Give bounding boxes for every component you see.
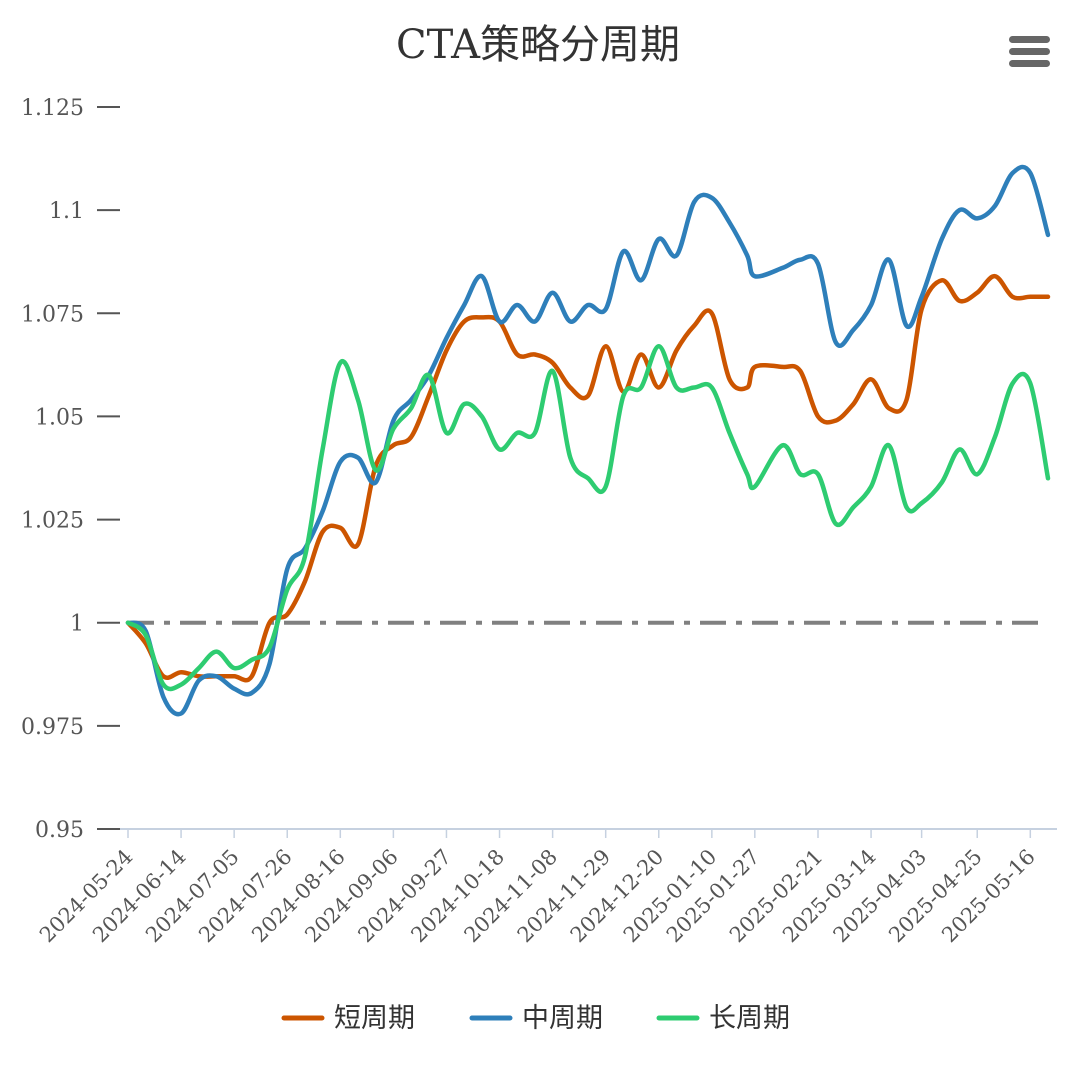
y-tick-label: 1 xyxy=(70,612,84,637)
y-tick-label: 1.05 xyxy=(35,405,84,430)
legend: 短周期 中周期 长周期 xyxy=(281,1003,790,1034)
hamburger-menu-icon[interactable] xyxy=(1009,36,1050,67)
legend-item-mid-cycle[interactable]: 中周期 xyxy=(469,1003,603,1034)
series-line-short-cycle xyxy=(125,273,1051,683)
x-axis: 2024-05-242024-06-142024-07-052024-07-26… xyxy=(35,829,1040,947)
y-tick-label: 0.95 xyxy=(35,818,84,843)
y-tick-label: 1.1 xyxy=(49,199,84,224)
chart-title: CTA策略分周期 xyxy=(396,22,680,68)
y-axis: 0.95 0.975 1 1.025 1.05 1.075 1.1 1.125 xyxy=(21,96,120,843)
y-tick-label: 1.025 xyxy=(21,509,84,534)
legend-label: 短周期 xyxy=(334,1003,415,1034)
legend-item-long-cycle[interactable]: 长周期 xyxy=(656,1003,790,1034)
legend-label: 长周期 xyxy=(709,1003,790,1034)
y-tick-label: 1.125 xyxy=(21,96,84,121)
y-tick-label: 1.075 xyxy=(21,302,84,327)
series-group xyxy=(125,164,1051,717)
legend-item-short-cycle[interactable]: 短周期 xyxy=(281,1003,415,1034)
y-tick-label: 0.975 xyxy=(21,715,84,740)
x-tick-label: 2025-05-16 xyxy=(937,845,1040,948)
series-line-long-cycle xyxy=(125,344,1051,692)
legend-label: 中周期 xyxy=(522,1003,603,1034)
